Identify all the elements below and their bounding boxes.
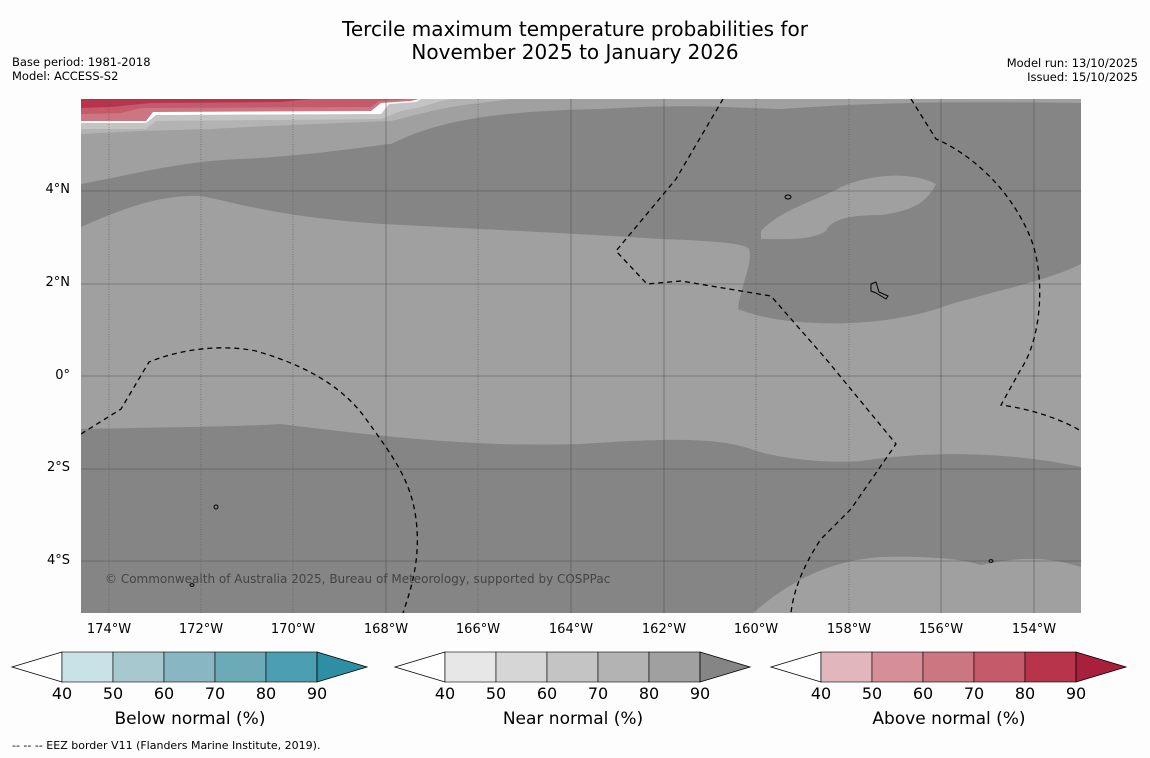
tick-label: 60 <box>153 684 175 703</box>
lon-label-156w: 156°W <box>918 622 964 637</box>
lon-label-162w: 162°W <box>641 622 687 637</box>
colorbar-extend-low <box>10 651 63 683</box>
colorbar-label-above: Above normal (%) <box>872 709 1026 729</box>
lon-label-168w: 168°W <box>363 622 409 637</box>
near-normal-patch-northeast <box>761 175 936 240</box>
eez-borders <box>81 99 1081 613</box>
lon-label-160w: 160°W <box>733 622 779 637</box>
map-title: Tercile maximum temperature probabilitie… <box>0 18 1150 64</box>
tick-label: 70 <box>204 684 226 703</box>
near-normal-band-main <box>81 195 1081 468</box>
tick-label: 50 <box>102 684 124 703</box>
lon-label-166w: 166°W <box>455 622 501 637</box>
lat-label-2n: 2°N <box>45 275 71 290</box>
colorbar-segment <box>495 651 548 683</box>
colorbar-extend-high <box>316 651 369 683</box>
tick-label: 40 <box>810 684 832 703</box>
colorbar-segment <box>1024 651 1077 683</box>
colorbar-segment <box>112 651 165 683</box>
tick-label: 90 <box>306 684 328 703</box>
lon-label-170w: 170°W <box>270 622 316 637</box>
lon-label-164w: 164°W <box>548 622 594 637</box>
colorbar-segment <box>973 651 1026 683</box>
lon-label-158w: 158°W <box>826 622 872 637</box>
tick-label: 90 <box>1065 684 1087 703</box>
tick-label: 50 <box>861 684 883 703</box>
tick-label: 90 <box>689 684 711 703</box>
colorbar-label-near: Near normal (%) <box>502 709 644 729</box>
model-run: Model run: 13/10/2025 <box>1006 56 1138 70</box>
lon-label-154w: 154°W <box>1011 622 1057 637</box>
title-line-1: Tercile maximum temperature probabilitie… <box>342 17 808 41</box>
colorbar-segment <box>871 651 924 683</box>
copyright-notice: © Commonwealth of Australia 2025, Bureau… <box>105 572 610 586</box>
lon-label-174w: 174°W <box>86 622 132 637</box>
colorbar-segment <box>444 651 497 683</box>
lat-label-0: 0° <box>55 368 70 383</box>
eez-legend-footer: -- -- -- EEZ border V11 (Flanders Marine… <box>12 739 321 752</box>
colorbar-extend-low <box>393 651 446 683</box>
tick-label: 60 <box>536 684 558 703</box>
meta-right: Model run: 13/10/2025 Issued: 15/10/2025 <box>1007 56 1138 84</box>
colorbar-segment <box>597 651 650 683</box>
issued-date: Issued: 15/10/2025 <box>1027 70 1138 84</box>
colorbar-label-below: Below normal (%) <box>114 709 266 729</box>
colorbar-segment <box>163 651 216 683</box>
above-normal-region-strongest <box>81 99 311 108</box>
colorbar-segment <box>922 651 975 683</box>
tick-label: 40 <box>51 684 73 703</box>
lat-label-4n: 4°N <box>45 182 71 197</box>
base-period: Base period: 1981-2018 <box>12 55 151 69</box>
colorbar-segment <box>546 651 599 683</box>
model-name: Model: ACCESS-S2 <box>12 69 119 83</box>
colorbar-extend-low <box>769 651 822 683</box>
tick-label: 80 <box>1014 684 1036 703</box>
meta-left: Base period: 1981-2018 Model: ACCESS-S2 <box>12 55 151 83</box>
tick-label: 60 <box>912 684 934 703</box>
colorbar-segment <box>648 651 701 683</box>
tick-label: 70 <box>587 684 609 703</box>
title-line-2: November 2025 to January 2026 <box>411 40 739 64</box>
tick-label: 70 <box>963 684 985 703</box>
colorbar-extend-high <box>1075 651 1128 683</box>
colorbar-above-normal <box>769 651 1128 683</box>
tick-label: 50 <box>485 684 507 703</box>
probability-map: © Commonwealth of Australia 2025, Bureau… <box>81 99 1081 613</box>
near-normal-band-south <box>753 556 1081 613</box>
colorbar-extend-high <box>699 651 752 683</box>
tick-label: 80 <box>638 684 660 703</box>
lon-label-172w: 172°W <box>178 622 224 637</box>
tick-label: 80 <box>255 684 277 703</box>
graticule <box>81 99 1081 613</box>
colorbar-near-normal <box>393 651 752 683</box>
tick-label: 40 <box>434 684 456 703</box>
colorbar-segment <box>820 651 873 683</box>
colorbar-segment <box>61 651 114 683</box>
colorbar-below-normal <box>10 651 369 683</box>
islands <box>189 194 994 587</box>
colorbar-segment <box>214 651 267 683</box>
lat-label-2s: 2°S <box>46 460 70 475</box>
lat-label-4s: 4°S <box>46 553 70 568</box>
colorbar-segment <box>265 651 318 683</box>
